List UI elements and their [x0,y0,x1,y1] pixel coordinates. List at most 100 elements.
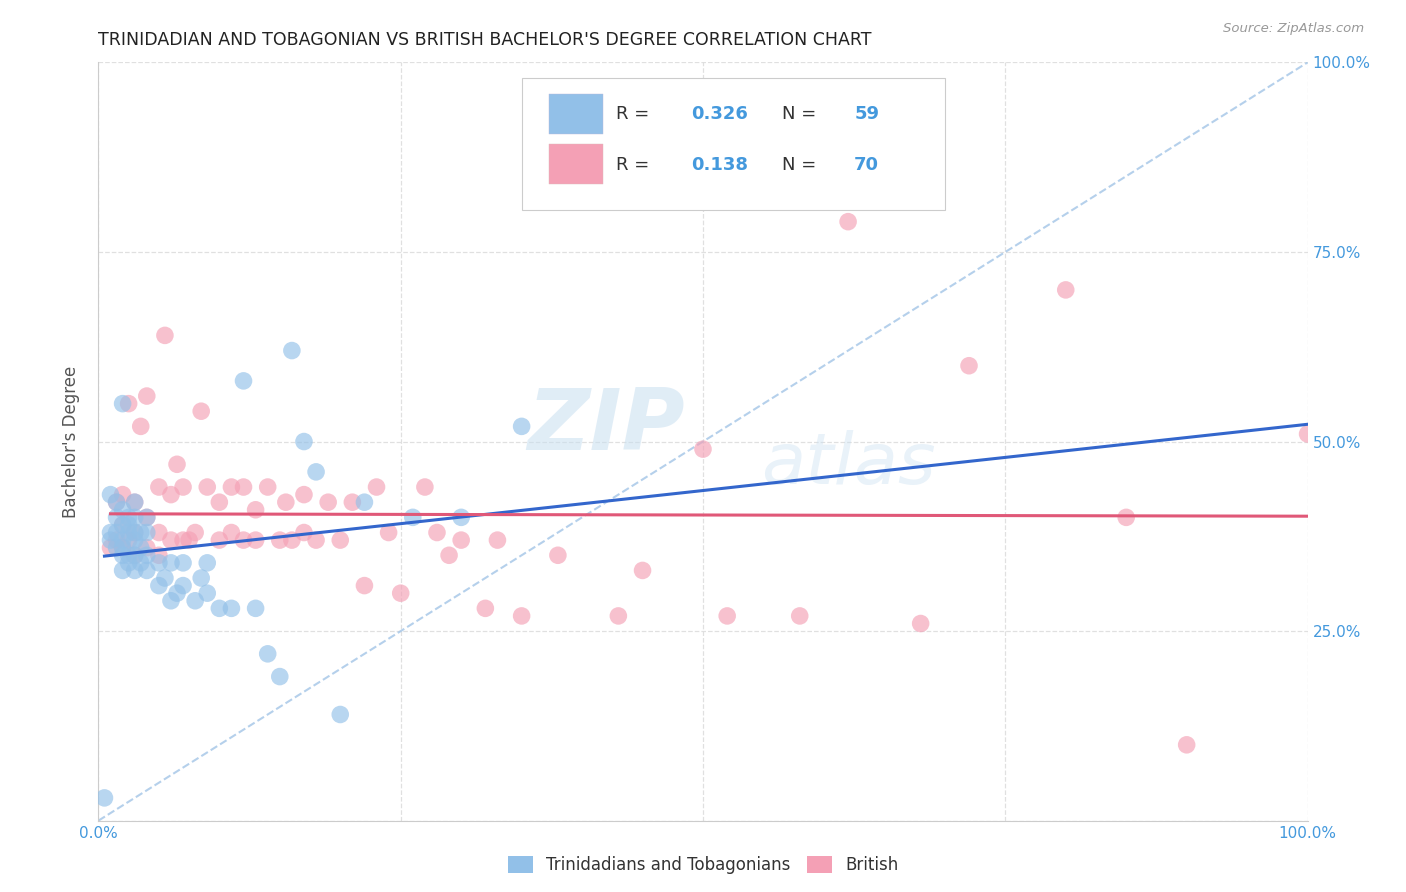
Point [281,343,304,358]
Point [135,510,157,524]
Point [692,442,714,457]
Point [100,525,122,540]
Legend: Trinidadians and Tobagonians, British: Trinidadians and Tobagonians, British [501,849,905,880]
Text: ZIP: ZIP [527,384,685,468]
Point [389,586,412,600]
Point [111,564,134,578]
Point [426,525,449,540]
Point [353,495,375,509]
Point [172,556,194,570]
Point [292,434,315,449]
Point [124,548,146,563]
Point [118,510,141,524]
Text: R =: R = [616,105,650,123]
Point [105,541,128,555]
Point [316,495,339,509]
Point [111,517,134,532]
Point [329,533,352,548]
Point [105,533,128,548]
Text: atlas: atlas [761,430,935,499]
Point [124,533,146,548]
Point [129,419,152,434]
Point [124,495,146,509]
Point [172,533,194,548]
Point [256,480,278,494]
Point [105,495,128,509]
Point [292,487,315,501]
Point [118,548,141,563]
Point [129,541,152,555]
Point [245,503,267,517]
Point [910,616,932,631]
Point [232,480,254,494]
Point [129,556,152,570]
Point [195,556,218,570]
Point [716,608,738,623]
Point [160,487,183,501]
Point [631,564,654,578]
Point [124,525,146,540]
Point [172,579,194,593]
Point [135,389,157,403]
FancyBboxPatch shape [522,78,945,211]
Point [789,608,811,623]
Point [292,525,315,540]
Point [129,525,152,540]
Point [510,608,533,623]
Point [281,533,304,548]
Point [111,541,134,555]
Point [353,579,375,593]
Point [111,541,134,555]
Point [221,480,243,494]
Point [135,510,157,524]
Point [124,510,146,524]
Point [245,533,267,548]
Point [100,541,122,555]
Text: 0.326: 0.326 [690,105,748,123]
Point [837,214,859,228]
Text: N =: N = [782,105,815,123]
Point [135,525,157,540]
Point [148,525,170,540]
Point [190,404,212,418]
Point [105,495,128,509]
Point [195,480,218,494]
Point [1296,427,1319,442]
Point [124,564,146,578]
Point [153,328,176,343]
Text: TRINIDADIAN AND TOBAGONIAN VS BRITISH BACHELOR'S DEGREE CORRELATION CHART: TRINIDADIAN AND TOBAGONIAN VS BRITISH BA… [98,31,872,49]
Point [510,419,533,434]
Point [269,533,291,548]
Point [153,571,176,585]
Point [93,791,115,805]
Point [607,608,630,623]
Point [1115,510,1137,524]
Point [135,548,157,563]
Text: 70: 70 [855,156,879,174]
Point [190,571,212,585]
Point [148,548,170,563]
Point [148,480,170,494]
Point [450,533,472,548]
Point [118,517,141,532]
Point [111,548,134,563]
Point [184,594,207,608]
Point [135,564,157,578]
Point [329,707,352,722]
Point [124,548,146,563]
Point [208,495,231,509]
Point [105,525,128,540]
Point [148,579,170,593]
Point [124,495,146,509]
Point [366,480,388,494]
Point [377,525,399,540]
Point [486,533,509,548]
Text: Source: ZipAtlas.com: Source: ZipAtlas.com [1223,22,1364,36]
Point [402,510,425,524]
Point [111,487,134,501]
Point [232,374,254,388]
Point [118,525,141,540]
Point [111,517,134,532]
Point [413,480,436,494]
Point [160,594,183,608]
